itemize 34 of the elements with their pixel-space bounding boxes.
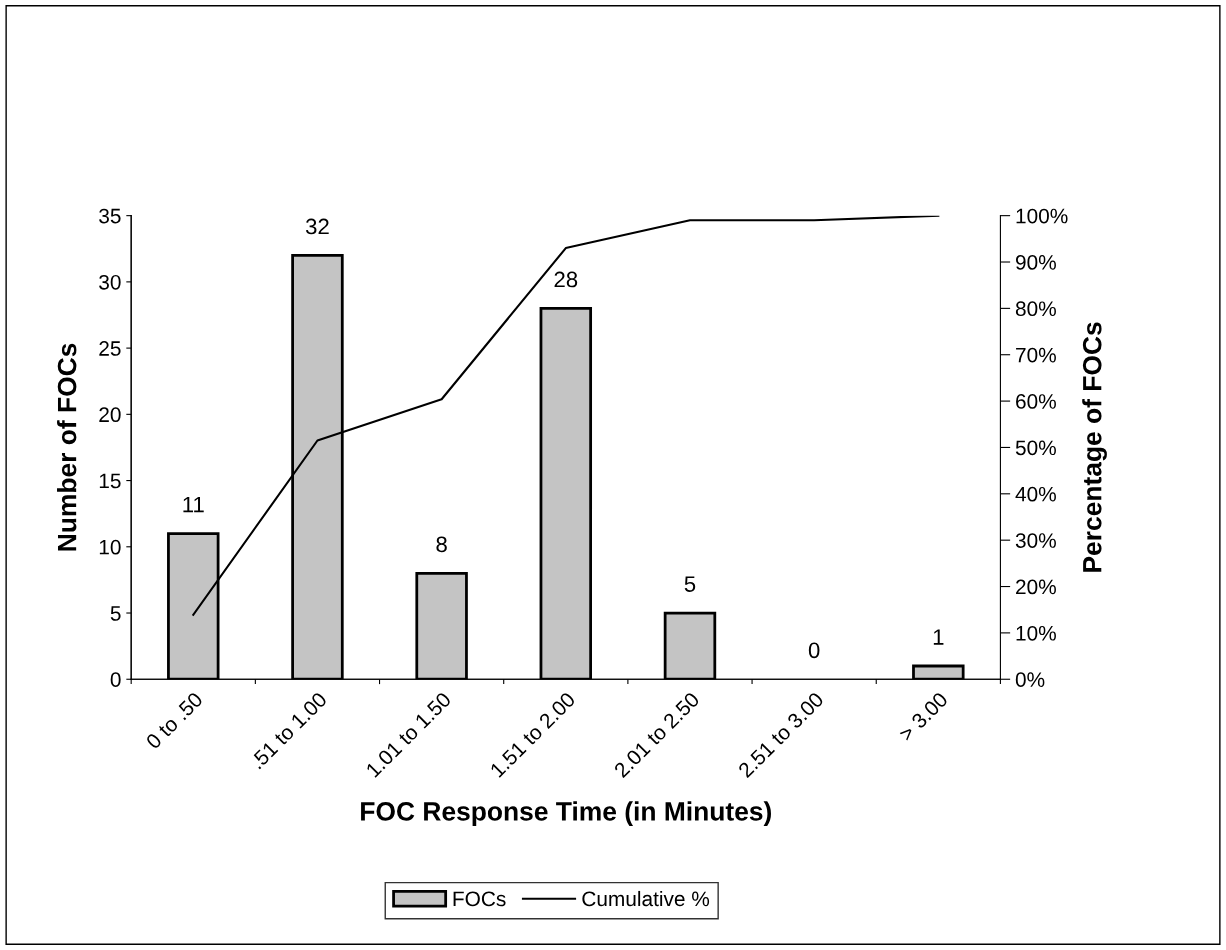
y-tick-label: 10	[99, 539, 121, 555]
y-tick-label: 15	[99, 473, 121, 489]
y-tick-label: 30	[99, 274, 121, 290]
y2-tick-label: 10%	[1016, 625, 1056, 641]
y2-tick-label: 40%	[1015, 486, 1056, 502]
y-tick-label: 0	[110, 672, 121, 687]
data-label: 5	[684, 576, 696, 592]
y2-tick-label: 20%	[1016, 579, 1056, 595]
data-label: 11	[183, 496, 204, 513]
y2-tick-label: 80%	[1015, 301, 1056, 317]
data-label: 32	[305, 218, 329, 235]
data-label: 8	[436, 536, 447, 553]
x-axis-title: FOC Response Time (in Minutes)	[361, 801, 771, 826]
y-tick-label: 20	[99, 407, 121, 423]
y2-tick-label: 0%	[1015, 672, 1045, 687]
data-label: 1	[933, 629, 944, 645]
y2-tick-label: 70%	[1016, 347, 1056, 363]
y2-tick-label: 100%	[1016, 208, 1068, 224]
y2-tick-label: 30%	[1015, 533, 1056, 548]
x-tick-label: > 3.00	[898, 691, 949, 742]
y2-tick-label: 90%	[1015, 255, 1056, 270]
y-tick-label: 5	[110, 606, 121, 621]
y2-tick-label: 50%	[1015, 440, 1056, 456]
y2-tick-label: 60%	[1016, 394, 1056, 409]
x-tick-label: 2.51 to 3.00	[737, 691, 825, 779]
legend-label: Cumulative %	[582, 890, 710, 907]
x-tick-label: 0 to .50	[145, 691, 204, 750]
y-axis-title: Number of FOCs	[57, 343, 77, 551]
data-label: 28	[554, 271, 578, 288]
y-tick-label: 25	[99, 341, 121, 356]
legend-label: FOCs	[453, 891, 506, 907]
y-tick-label: 35	[99, 208, 121, 224]
y2-axis-title: Percentage of FOCs	[1082, 322, 1107, 572]
data-label: 0	[808, 642, 820, 659]
